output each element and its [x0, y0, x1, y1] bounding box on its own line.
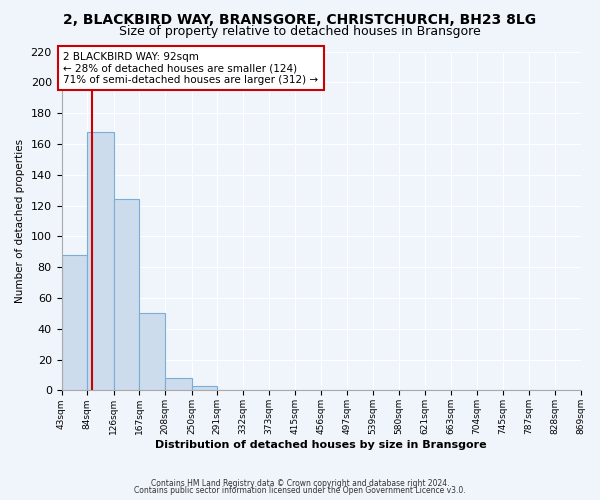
Bar: [191, 386, 217, 390]
Bar: [113, 200, 139, 390]
Text: Contains HM Land Registry data © Crown copyright and database right 2024.: Contains HM Land Registry data © Crown c…: [151, 478, 449, 488]
Bar: [87, 132, 113, 390]
X-axis label: Distribution of detached houses by size in Bransgore: Distribution of detached houses by size …: [155, 440, 487, 450]
Y-axis label: Number of detached properties: Number of detached properties: [15, 139, 25, 303]
Text: Contains public sector information licensed under the Open Government Licence v3: Contains public sector information licen…: [134, 486, 466, 495]
Bar: [62, 255, 87, 390]
Text: 2 BLACKBIRD WAY: 92sqm
← 28% of detached houses are smaller (124)
71% of semi-de: 2 BLACKBIRD WAY: 92sqm ← 28% of detached…: [64, 52, 319, 84]
Bar: [165, 378, 191, 390]
Text: Size of property relative to detached houses in Bransgore: Size of property relative to detached ho…: [119, 25, 481, 38]
Bar: [139, 314, 165, 390]
Text: 2, BLACKBIRD WAY, BRANSGORE, CHRISTCHURCH, BH23 8LG: 2, BLACKBIRD WAY, BRANSGORE, CHRISTCHURC…: [64, 12, 536, 26]
